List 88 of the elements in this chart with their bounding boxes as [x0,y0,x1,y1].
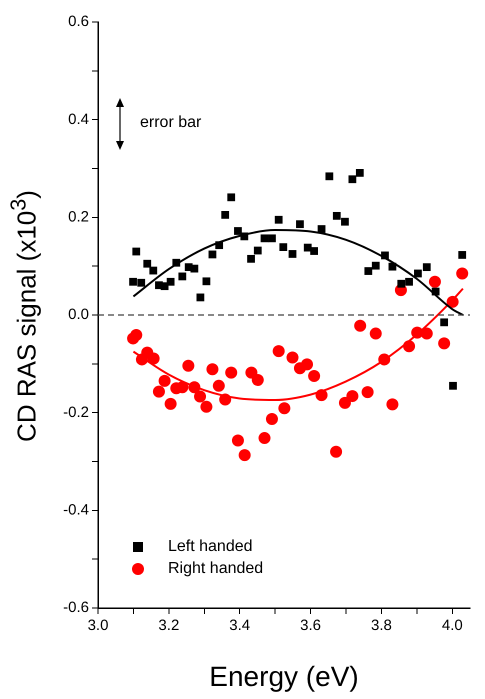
x-axis-title: Energy (eV) [209,660,359,692]
point [420,328,433,340]
point [252,374,264,386]
point [428,276,441,288]
point [330,446,342,458]
point [405,278,413,286]
point [458,251,466,259]
point [206,363,218,376]
y-tick-label: 0.6 [68,13,89,30]
point [132,248,140,256]
x-tick-label: 3.0 [88,617,108,634]
point [279,243,288,252]
point [130,329,142,342]
y-tick-label: -0.6 [63,599,89,616]
point [272,345,285,358]
point [414,270,422,278]
point [234,227,242,235]
point [348,175,356,184]
annotation: error bar [140,114,202,132]
y-tick-label: 0.0 [68,306,89,324]
point [129,278,137,286]
point [254,246,262,254]
point [245,366,258,379]
y-tick-label: 0.2 [68,208,89,226]
point [266,413,278,426]
point [440,318,448,326]
point [212,380,225,392]
point [372,262,380,270]
point [221,211,230,219]
point [318,225,326,233]
x-tick-label: 4.0 [442,617,463,634]
point [386,398,398,410]
point [149,266,158,274]
point [232,434,244,446]
point [164,398,177,410]
x-tick-label: 3.6 [300,617,321,634]
point [449,382,457,390]
point [166,278,175,286]
point [354,320,366,332]
point [152,386,165,398]
point [158,374,171,387]
point [286,351,299,364]
point [301,358,314,370]
point [260,234,268,242]
point [182,360,194,372]
point [325,172,334,180]
point [364,267,372,275]
legend-label: Right handed [168,560,264,578]
point [422,263,431,272]
point [196,294,204,302]
point [202,277,210,286]
x-tick-label: 3.2 [158,617,180,634]
point [356,169,364,177]
y-tick-label: -0.2 [63,404,89,421]
point [288,250,296,258]
point [247,254,255,263]
point [208,250,216,258]
point [370,328,382,340]
point [310,247,318,255]
point [227,193,236,202]
point [225,366,238,379]
point [143,260,152,268]
y-tick-label: -0.4 [63,501,89,518]
point [238,449,251,462]
point [296,220,304,228]
legend-label: Left handed [168,538,253,556]
point [274,216,283,224]
point [268,234,276,242]
point [341,218,349,226]
point [338,396,351,409]
x-tick-label: 3.8 [371,617,392,634]
point [258,432,271,444]
point [278,402,290,414]
point [362,386,374,398]
point [137,278,146,287]
point [200,400,212,413]
point [332,212,341,220]
point [346,390,358,402]
y-tick-label: 0.4 [68,110,89,128]
point [456,267,468,280]
point [397,280,406,288]
point [148,352,160,364]
point [194,390,206,403]
point [178,272,186,280]
point [190,264,198,272]
point [308,370,320,382]
point [438,337,450,350]
x-tick-label: 3.4 [229,617,250,634]
